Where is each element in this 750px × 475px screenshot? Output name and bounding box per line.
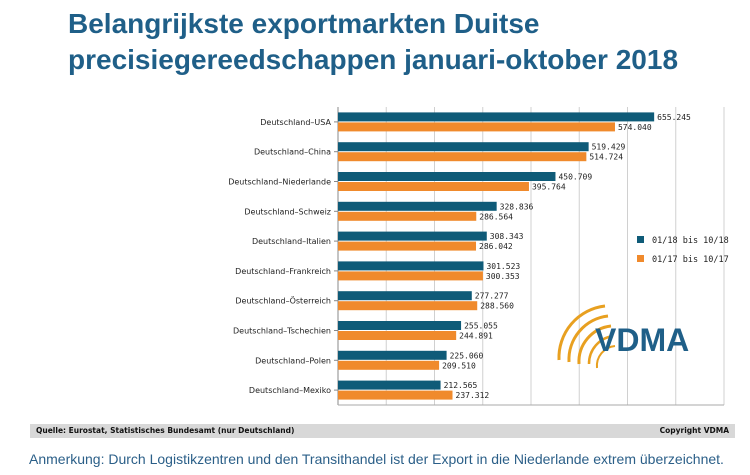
category-label: Deutschland–Mexiko (249, 386, 331, 395)
bar-series2 (338, 271, 483, 281)
data-label: 212.565 (444, 381, 478, 390)
bar-series2 (338, 211, 477, 221)
category-label: Deutschland–China (254, 148, 331, 157)
data-label: 255.055 (464, 322, 498, 331)
category-label: Deutschland–Polen (255, 356, 331, 365)
data-label: 574.040 (618, 123, 652, 132)
bar-series2 (338, 152, 587, 162)
logo-arcs-icon (557, 304, 616, 369)
category-label: Deutschland–USA (260, 118, 331, 127)
logo-text: VDMA (595, 322, 690, 358)
bar-series2 (338, 360, 440, 370)
data-label: 209.510 (442, 361, 476, 370)
legend-label: 01/18 bis 10/18 (652, 236, 729, 246)
bar-series2 (338, 301, 478, 311)
category-label: Deutschland–Österreich (235, 296, 331, 306)
footnote: Anmerkung: Durch Logistikzentren und den… (29, 451, 724, 467)
data-label: 286.042 (479, 242, 513, 251)
bar-series1 (338, 380, 441, 390)
copyright-text: Copyright VDMA (659, 426, 729, 435)
bar-series1 (338, 172, 556, 181)
bar-series2 (338, 241, 477, 251)
category-label: Deutschland–Italien (252, 237, 331, 246)
legend-swatch (637, 255, 644, 262)
source-text: Quelle: Eurostat, Statistisches Bundesam… (36, 426, 295, 435)
legend-swatch (637, 236, 644, 243)
data-label: 300.353 (486, 272, 520, 281)
data-label: 237.312 (456, 391, 490, 400)
data-label: 244.891 (459, 332, 493, 341)
bar-series1 (338, 201, 497, 211)
data-label: 328.836 (500, 202, 534, 211)
data-label: 301.523 (486, 262, 520, 271)
data-label: 514.724 (589, 153, 623, 162)
bar-series1 (338, 291, 472, 301)
source-bar: Quelle: Eurostat, Statistisches Bundesam… (30, 424, 735, 438)
data-label: 286.564 (479, 212, 513, 221)
legend-label: 01/17 bis 10/17 (652, 255, 729, 265)
bar-series2 (338, 182, 529, 191)
data-label: 288.560 (480, 302, 514, 311)
bar-series1 (338, 142, 589, 152)
category-label: Deutschland–Tschechien (233, 327, 331, 336)
data-label: 277.277 (475, 292, 509, 301)
bar-series1 (338, 231, 487, 241)
bar-chart: Deutschland–USA 655.245 574.040 Deutschland… (228, 107, 729, 406)
category-label: Deutschland–Niederlande (228, 178, 331, 187)
data-label: 395.764 (532, 183, 566, 192)
data-label: 519.429 (592, 143, 626, 152)
bar-series1 (338, 112, 655, 122)
data-label: 450.709 (558, 173, 592, 182)
chart-title: Belangrijkste exportmarkten Duitse preci… (68, 8, 679, 75)
data-label: 655.245 (657, 113, 691, 122)
bar-series2 (338, 122, 615, 132)
bar-series1 (338, 350, 447, 360)
bar-series1 (338, 321, 462, 330)
bar-series2 (338, 390, 453, 400)
data-label: 225.060 (450, 351, 484, 360)
data-label: 308.343 (490, 232, 524, 241)
bar-series2 (338, 331, 457, 340)
category-label: Deutschland–Schweiz (244, 207, 331, 216)
category-label: Deutschland–Frankreich (235, 267, 331, 276)
bar-series1 (338, 261, 484, 271)
vdma-logo: VDMA (553, 298, 703, 388)
